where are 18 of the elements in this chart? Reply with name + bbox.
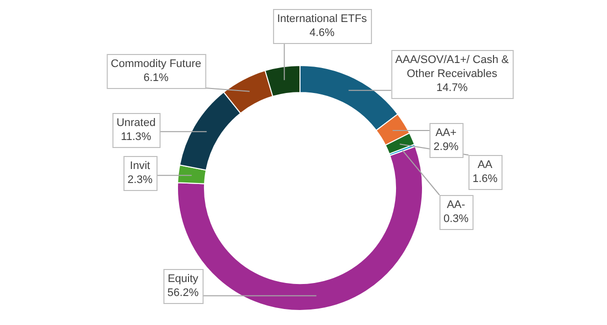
data-label: 11.3% xyxy=(120,131,152,144)
data-label: 56.2% xyxy=(167,287,199,300)
slice-label: Unrated xyxy=(116,117,156,130)
data-label: 0.3% xyxy=(443,213,469,226)
data-label: 6.1% xyxy=(143,72,169,84)
data-label: 14.7% xyxy=(436,82,468,94)
slice-label: AAA/SOV/A1+/ Cash & Other Receivables xyxy=(395,54,510,80)
data-label: 2.9% xyxy=(433,141,459,154)
slice-label: Invit xyxy=(130,160,150,172)
slice-label: Commodity Future xyxy=(110,58,202,70)
slice-label: International ETFs xyxy=(277,13,368,26)
data-label: 4.6% xyxy=(309,27,335,40)
data-label: 1.6% xyxy=(472,173,498,186)
slice-label: AA xyxy=(478,159,493,172)
slice-label: Equity xyxy=(168,273,199,286)
slice-label: AA- xyxy=(446,199,466,212)
slice-label: AA+ xyxy=(435,127,457,140)
data-label: 2.3% xyxy=(127,174,153,186)
